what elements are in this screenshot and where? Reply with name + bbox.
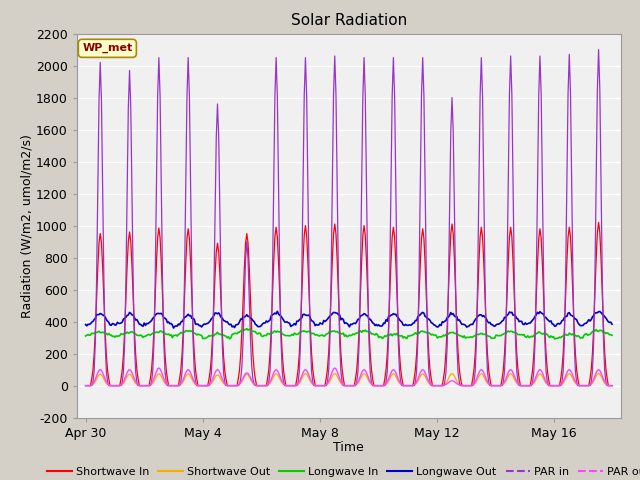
PAR out [488,383,496,388]
Line: Longwave Out: Longwave Out [86,312,612,328]
Longwave In [499,331,507,337]
Shortwave In [487,383,495,388]
X-axis label: Time: Time [333,441,364,454]
Longwave Out [449,311,457,317]
Longwave Out [608,321,616,327]
PAR in [608,383,616,388]
Longwave In [488,336,496,341]
Shortwave Out [595,371,602,376]
Longwave Out [566,312,574,318]
PAR in [82,383,90,388]
PAR out [608,383,616,388]
Shortwave In [608,383,616,388]
PAR out [388,368,396,373]
Shortwave In [122,296,130,302]
Title: Solar Radiation: Solar Radiation [291,13,407,28]
Shortwave In [499,376,506,382]
Shortwave Out [122,376,130,382]
Line: Shortwave In: Shortwave In [86,222,612,385]
Shortwave Out [608,383,616,388]
PAR out [565,367,573,372]
Shortwave Out [499,382,506,388]
PAR out [82,383,90,388]
Longwave In [388,333,396,339]
Shortwave In [387,260,395,266]
PAR in [447,129,454,134]
Longwave Out [390,311,397,317]
PAR in [387,184,395,190]
Longwave Out [500,314,508,320]
Shortwave In [82,383,90,388]
Shortwave In [595,219,602,225]
Text: WP_met: WP_met [82,43,132,53]
PAR out [448,378,456,384]
Longwave In [448,330,456,336]
Shortwave Out [387,373,395,379]
PAR in [595,47,602,52]
Longwave Out [82,322,90,327]
Longwave Out [490,323,497,329]
Longwave Out [273,309,281,314]
Shortwave Out [564,372,572,377]
Y-axis label: Radiation (W/m2, umol/m2/s): Radiation (W/m2, umol/m2/s) [20,133,33,318]
PAR out [122,373,130,379]
Longwave In [608,333,616,338]
Shortwave Out [447,372,454,377]
Shortwave In [564,234,572,240]
Shortwave Out [82,383,90,388]
Longwave In [566,331,574,337]
PAR out [155,365,163,371]
PAR in [564,90,572,96]
Longwave In [82,333,90,339]
Line: PAR in: PAR in [86,49,612,385]
Line: Shortwave Out: Shortwave Out [86,373,612,385]
Shortwave In [447,231,454,237]
PAR in [499,383,506,388]
Longwave In [243,326,251,332]
PAR out [499,381,507,386]
Longwave In [551,336,559,342]
Legend: Shortwave In, Shortwave Out, Longwave In, Longwave Out, PAR in, PAR out: Shortwave In, Shortwave Out, Longwave In… [43,462,640,480]
Line: PAR out: PAR out [86,368,612,385]
Longwave In [122,331,130,336]
PAR in [122,280,130,286]
PAR in [487,383,495,388]
Shortwave Out [487,383,495,388]
Longwave Out [122,314,130,320]
Longwave Out [170,325,177,331]
Line: Longwave In: Longwave In [86,329,612,339]
